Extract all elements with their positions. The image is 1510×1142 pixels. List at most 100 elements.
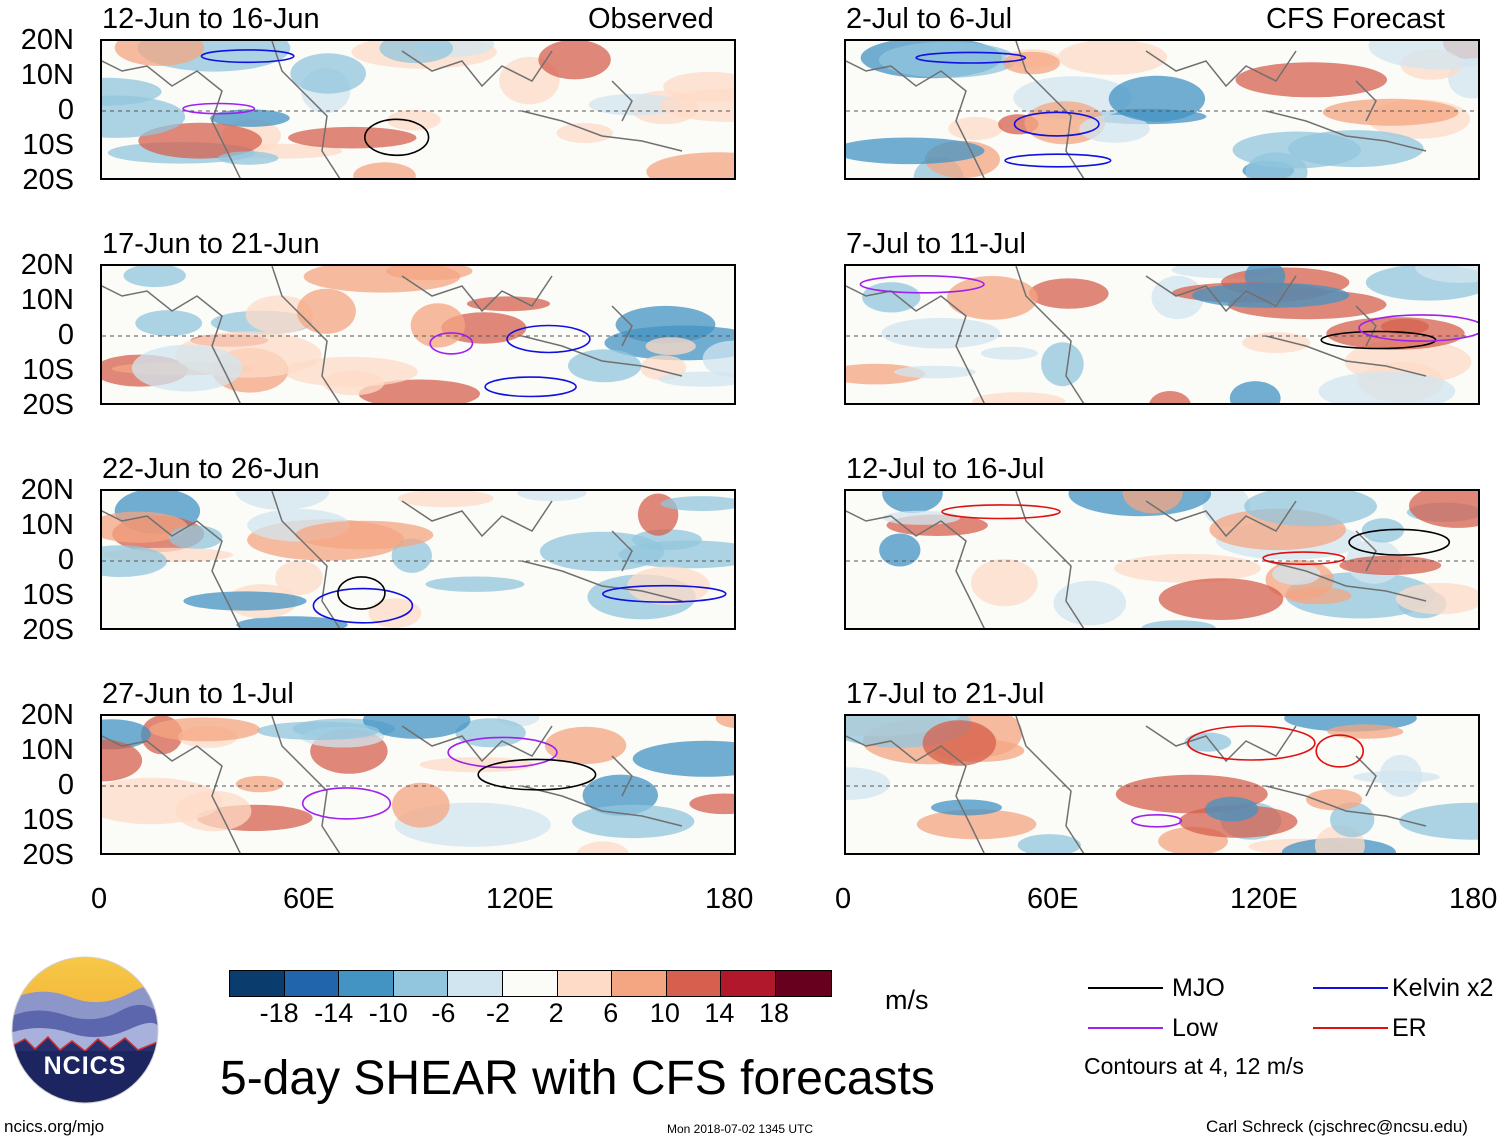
panel-forecast-3 <box>844 489 1480 630</box>
shear-anomaly-region <box>168 525 223 550</box>
lon-label: 60E <box>283 883 335 915</box>
shear-anomaly-region <box>1353 770 1440 784</box>
ncics-logo: NCICS <box>10 955 160 1105</box>
footer-url: ncics.org/mjo <box>4 1117 105 1136</box>
wave-contour <box>477 758 597 791</box>
colorbar-tick: 10 <box>649 998 680 1028</box>
shear-anomaly-region <box>1339 555 1442 575</box>
panel-observed-1 <box>100 39 736 180</box>
wave-contour <box>1004 153 1112 168</box>
shear-anomaly-region <box>397 491 494 508</box>
shear-anomaly-region <box>1242 332 1311 353</box>
lat-label: 20N <box>20 24 74 56</box>
coastline <box>846 491 1427 628</box>
lat-label: 20S <box>22 164 74 196</box>
shear-anomaly-region <box>972 392 1066 403</box>
coastline <box>102 41 683 178</box>
shear-anomaly-region <box>1149 391 1191 403</box>
lat-label: 0 <box>57 319 74 351</box>
shear-anomaly-region <box>846 767 891 800</box>
shear-anomaly-region <box>556 123 613 143</box>
shear-anomaly-region <box>425 576 525 592</box>
period-label: 17-Jun to 21-Jun <box>102 228 320 260</box>
wave-contour <box>200 49 295 64</box>
wave-contour <box>312 587 414 624</box>
colorbar-swatch <box>448 971 503 996</box>
shear-anomaly-region <box>1318 371 1456 403</box>
shear-anomaly-region <box>1306 788 1363 811</box>
shear-anomaly-region <box>881 317 1001 349</box>
lon-label: 60E <box>1027 883 1079 915</box>
shear-anomaly-region <box>235 775 284 793</box>
wave-contour <box>859 274 985 294</box>
lat-label: 20N <box>20 474 74 506</box>
shear-anomaly-region <box>1409 491 1478 528</box>
colorbar-swatch <box>557 971 613 996</box>
colorbar-tick: -10 <box>368 998 408 1028</box>
wave-contour <box>601 584 727 603</box>
wave-contour <box>447 736 558 769</box>
panel-observed-2 <box>100 264 736 405</box>
footer-timestamp: Mon 2018-07-02 1345 UTC <box>667 1122 814 1136</box>
colorbar-swatch <box>393 971 449 996</box>
logo-text: NCICS <box>43 1052 127 1080</box>
wave-contour <box>484 376 577 398</box>
shear-anomaly-region <box>1330 802 1375 838</box>
shear-anomaly-region <box>1368 41 1478 70</box>
wave-contour <box>1131 814 1183 828</box>
shear-anomaly-region <box>1028 278 1109 309</box>
lat-label: 20S <box>22 839 74 871</box>
lat-label: 10S <box>22 354 74 386</box>
lat-label: 20S <box>22 614 74 646</box>
colorbar-tick: 14 <box>704 998 735 1028</box>
shear-anomaly-region <box>971 558 1038 607</box>
shear-anomaly-region <box>1041 342 1084 387</box>
wave-contour <box>1315 734 1365 768</box>
shear-anomaly-region <box>576 841 630 853</box>
shear-anomaly-region <box>1415 266 1478 283</box>
lat-label: 10S <box>22 129 74 161</box>
coastline <box>846 41 1427 178</box>
colorbar <box>229 970 832 997</box>
shear-anomaly-region <box>1114 553 1261 583</box>
colorbar-swatch <box>612 971 667 996</box>
shear-anomaly-region <box>1327 724 1404 739</box>
coastline <box>846 266 1427 403</box>
shear-anomaly-region <box>102 511 188 543</box>
coastline <box>102 266 683 403</box>
legend-mjo: MJO <box>1172 974 1225 1002</box>
shear-anomaly-region <box>236 616 348 628</box>
shear-anomaly-region <box>1272 563 1321 585</box>
lon-label: 0 <box>91 883 108 915</box>
shear-anomaly-region <box>245 295 314 334</box>
shear-anomaly-region <box>846 137 985 165</box>
lon-label: 180 <box>1449 883 1498 915</box>
shear-anomaly-region <box>296 288 356 334</box>
shear-anomaly-region <box>588 93 682 116</box>
shear-anomaly-region <box>123 266 186 288</box>
lat-label: 20S <box>22 389 74 421</box>
shear-anomaly-region <box>1141 620 1216 628</box>
wave-contour <box>301 787 392 820</box>
shear-anomaly-region <box>218 151 279 165</box>
shear-anomaly-region <box>391 538 432 573</box>
wave-contour <box>1013 111 1100 137</box>
colorbar-tick: 6 <box>603 998 619 1028</box>
shear-anomaly-region <box>387 109 441 131</box>
panel-type-label: CFS Forecast <box>1266 3 1445 35</box>
shear-anomaly-region <box>102 777 223 825</box>
shear-anomaly-region <box>353 162 416 178</box>
coastline <box>102 491 683 628</box>
colorbar-tick: -18 <box>259 998 299 1028</box>
colorbar-tick: -14 <box>314 998 354 1028</box>
shear-anomaly-region <box>980 346 1038 360</box>
wave-contour <box>506 324 591 354</box>
shear-anomaly-region <box>646 152 734 178</box>
period-label: 7-Jul to 11-Jul <box>846 228 1026 260</box>
footer-author: Carl Schreck (cjschrec@ncsu.edu) <box>1206 1117 1468 1136</box>
shear-anomaly-region <box>135 310 203 337</box>
shear-anomaly-region <box>385 266 473 281</box>
lat-label: 10N <box>20 59 74 91</box>
shear-anomaly-region <box>1235 62 1388 98</box>
colorbar-unit: m/s <box>885 985 929 1015</box>
